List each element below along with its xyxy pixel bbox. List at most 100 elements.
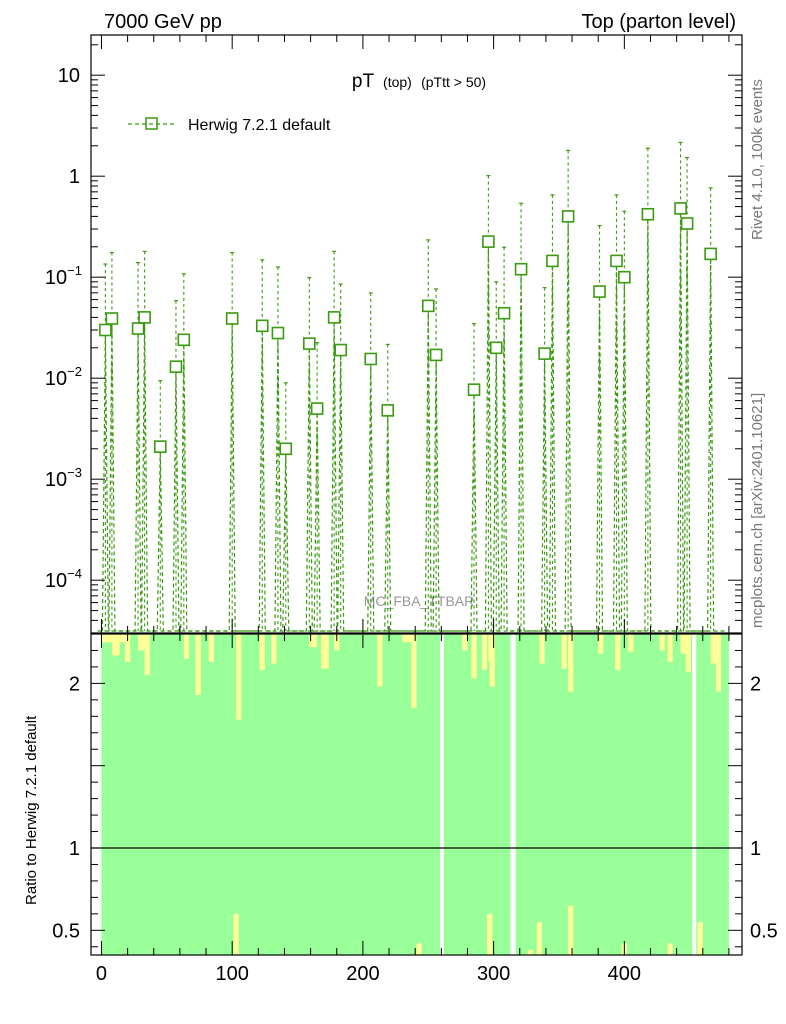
data-point [105, 312, 119, 325]
x-tick-label: 0 [96, 963, 107, 985]
ratio-y-tick-label-right: 2 [750, 673, 761, 695]
data-point [467, 383, 481, 396]
ratio-band-outer [536, 922, 542, 955]
ratio-band-outer [195, 634, 201, 695]
data-point [138, 311, 151, 324]
ratio-band-outer [710, 634, 716, 664]
data-point [641, 207, 655, 221]
ratio-band-outer [411, 634, 417, 709]
plot-title: pT (top) (pTtt > 50) [352, 71, 486, 92]
ratio-band-outer [561, 634, 567, 669]
y-tick-label: 10−4 [45, 566, 82, 592]
data-point [303, 337, 316, 350]
plot-title-sub1: (top) [383, 74, 412, 90]
y-tick-label: 10−3 [45, 465, 82, 491]
ratio-band-outer [321, 634, 329, 669]
data-point [99, 323, 112, 337]
x-tick-label: 400 [608, 963, 641, 985]
header-right: Top (parton level) [581, 11, 736, 33]
data-point [497, 306, 511, 320]
data-point [680, 217, 694, 230]
data-point [131, 322, 145, 335]
ratio-y-tick-label-left: 1 [69, 838, 80, 860]
data-point [271, 326, 285, 340]
data-point [327, 311, 341, 324]
ratio-band-outer [144, 634, 150, 676]
ratio-band-outer [697, 922, 703, 955]
data-point [421, 299, 435, 313]
mcplots-info: mcplots.cern.ch [arXiv:2401.10621] [749, 393, 766, 628]
ratio-band-outer [598, 634, 604, 654]
y-tick-label: 10−1 [45, 263, 82, 289]
legend: Herwig 7.2.1 default [128, 117, 331, 134]
ratio-y-tick-label-right: 1 [750, 838, 761, 860]
data-point [279, 442, 293, 456]
watermark-label: MC_FBA_TTBAR [364, 593, 474, 609]
ratio-band-outer [481, 634, 488, 671]
x-tick-label: 300 [477, 963, 510, 985]
ratio-y-tick-label-right: 0.5 [750, 920, 778, 942]
ratio-band-outer [236, 634, 242, 720]
ratio-y-tick-label-left: 2 [69, 673, 80, 695]
data-point [489, 341, 503, 355]
ratio-band-outer [183, 634, 190, 659]
ratio-band-outer [685, 634, 692, 672]
data-point [310, 402, 324, 415]
ratio-band-outer [527, 950, 533, 955]
main-plot: MC_FBA_TTBAR 10 1 10−1 10−2 10−3 10−4 [45, 34, 743, 634]
ratio-band-outer [628, 634, 634, 653]
ratio-plot: 2 2 1 1 0.5 0.5 0 100 200 300 400 [52, 633, 778, 985]
ratio-frame [90, 633, 743, 956]
ratio-band-outer [539, 634, 545, 664]
y-tick-label: 10 [58, 65, 80, 87]
ratio-band-outer [309, 634, 318, 648]
ratio-band-outer [471, 634, 477, 679]
data-point [561, 210, 575, 223]
data-point [610, 254, 623, 268]
ratio-band-outer [111, 634, 120, 656]
main-frame [90, 34, 743, 634]
ratio-ylabel: Ratio to Herwig 7.2.1 default [23, 715, 40, 905]
ratio-band-outer [377, 634, 383, 687]
data-point [482, 235, 495, 248]
ratio-band-outer [402, 634, 413, 643]
rivet-info: Rivet 4.1.0, 100k events [749, 79, 766, 240]
plot-title-main: pT [352, 71, 375, 92]
ratio-gap [440, 634, 444, 955]
ratio-band-outer [487, 913, 493, 955]
series-line [101, 208, 715, 632]
data-point [177, 333, 191, 347]
data-point [538, 347, 551, 360]
data-point [153, 440, 167, 453]
data-point [514, 262, 528, 276]
ratio-band-outer [568, 634, 574, 692]
data-point [169, 360, 183, 373]
ratio-band-outer [233, 913, 239, 955]
y-tick-label: 1 [69, 166, 80, 188]
legend-label: Herwig 7.2.1 default [188, 117, 331, 134]
ratio-band-outer [667, 634, 673, 662]
ratio-band-outer [615, 634, 621, 671]
ratio-band-outer [489, 634, 495, 687]
data-point [704, 247, 717, 261]
header-left: 7000 GeV pp [104, 11, 222, 33]
data-point [255, 319, 269, 333]
data-point [593, 285, 606, 298]
ratio-band-outer [680, 634, 686, 654]
ratio-band-outer [208, 634, 214, 662]
ratio-band-outer [416, 943, 422, 955]
ratio-band-outer [659, 634, 665, 651]
ratio-gap [510, 634, 516, 955]
x-tick-label: 100 [215, 963, 248, 985]
x-tick-label: 200 [346, 963, 379, 985]
data-point [674, 202, 687, 215]
data-point [334, 343, 347, 357]
plot-title-sub2: (pTtt > 50) [421, 74, 486, 90]
ratio-band-outer [124, 634, 131, 662]
ratio-band-outer [568, 905, 574, 955]
legend-marker-icon [145, 117, 158, 130]
ratio-band-outer [667, 943, 673, 955]
ratio-band-outer [271, 634, 277, 664]
ratio-band-outer [138, 634, 146, 651]
data-point [429, 348, 443, 362]
